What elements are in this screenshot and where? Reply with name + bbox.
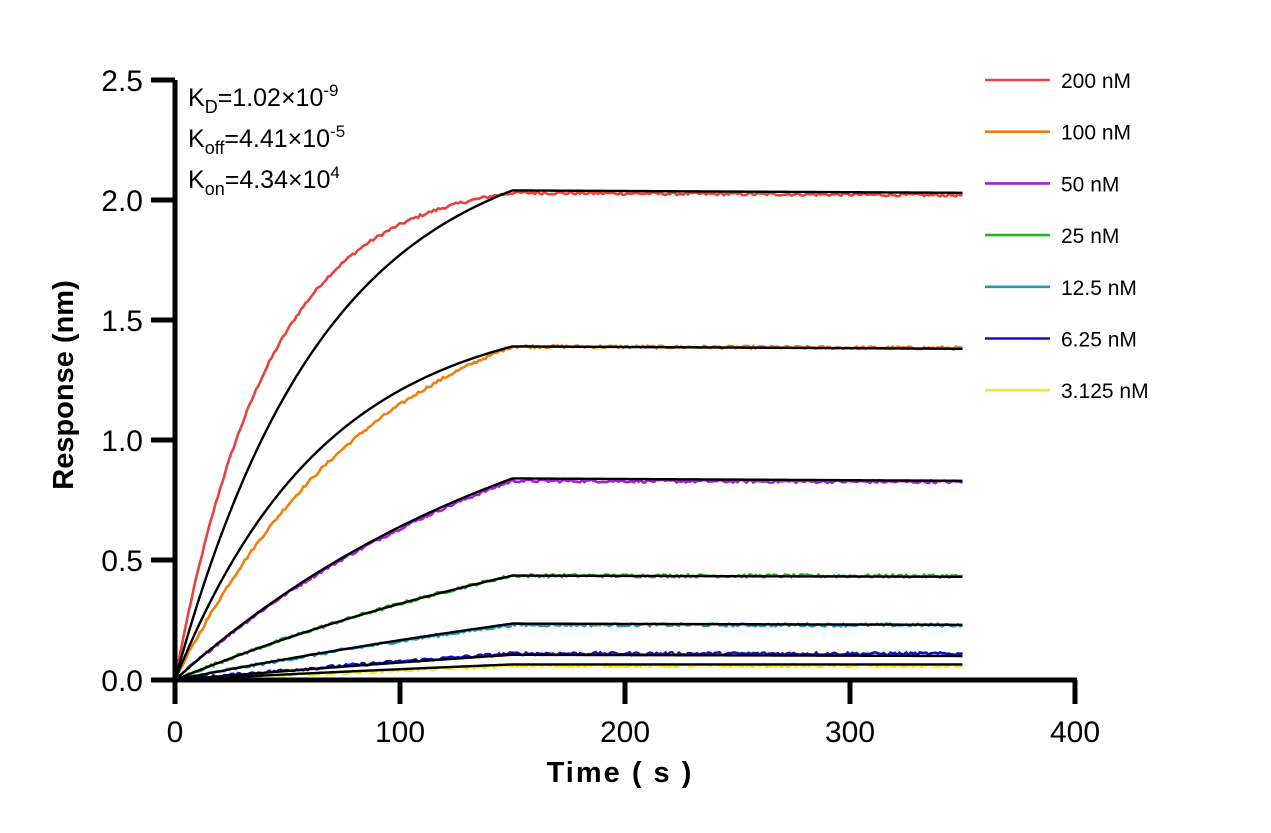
kinetic-constant-label: Kon=4.34×104 bbox=[188, 163, 340, 199]
data-curve-200-nm bbox=[173, 190, 963, 681]
fit-curve-3-125-nm bbox=[174, 663, 963, 682]
data-curve-50-nm bbox=[174, 478, 963, 681]
y-tick-label: 0.5 bbox=[101, 545, 143, 578]
legend-label: 50 nM bbox=[1061, 173, 1119, 196]
curves-layer bbox=[173, 189, 964, 682]
legend-label: 12.5 nM bbox=[1061, 277, 1137, 300]
legend-label: 3.125 nM bbox=[1061, 380, 1149, 403]
kinetic-constants-annotation: KD=1.02×10-9 Koff=4.41×10-5 Kon=4.34×104 bbox=[188, 81, 345, 199]
y-tick-label: 1.0 bbox=[101, 425, 143, 458]
x-tick-label: 300 bbox=[825, 716, 875, 749]
fit-curve-50-nm bbox=[174, 477, 963, 681]
x-tick-label: 0 bbox=[167, 716, 184, 749]
x-tick-label: 200 bbox=[600, 716, 650, 749]
x-tick-label: 400 bbox=[1050, 716, 1100, 749]
y-tick-label: 1.5 bbox=[101, 305, 143, 338]
y-tick-label: 2.0 bbox=[101, 185, 143, 218]
fit-curve-100-nm bbox=[173, 345, 963, 681]
axes-layer: 0.0 0.5 1.0 1.5 2.0 2.5 0 100 200 300 400 Time ( s … bbox=[48, 65, 1100, 789]
kinetic-constant-label: Koff=4.41×10-5 bbox=[188, 122, 345, 158]
fit-curve-25-nm bbox=[174, 574, 963, 682]
legend-label: 6.25 nM bbox=[1061, 329, 1137, 352]
legend: 200 nM 100 nM 50 nM 25 nM 12.5 nM 6.25 nM 3.12… bbox=[985, 70, 1149, 403]
legend-label: 100 nM bbox=[1061, 122, 1131, 145]
legend-label: 200 nM bbox=[1061, 70, 1131, 93]
x-tick-label: 100 bbox=[375, 716, 425, 749]
fit-curve-12-5-nm bbox=[174, 622, 963, 682]
legend-label: 25 nM bbox=[1061, 225, 1119, 248]
y-tick-label: 2.5 bbox=[101, 65, 143, 98]
fit-curve-6-25-nm bbox=[174, 653, 963, 682]
data-curve-100-nm bbox=[173, 343, 964, 681]
kinetic-constant-label: KD=1.02×10-9 bbox=[188, 81, 338, 117]
y-axis-title: Response (nm) bbox=[48, 280, 80, 489]
fit-curve-200-nm bbox=[173, 189, 963, 681]
x-axis-title: Time ( s ) bbox=[547, 757, 694, 789]
y-tick-label: 0.0 bbox=[101, 665, 143, 698]
